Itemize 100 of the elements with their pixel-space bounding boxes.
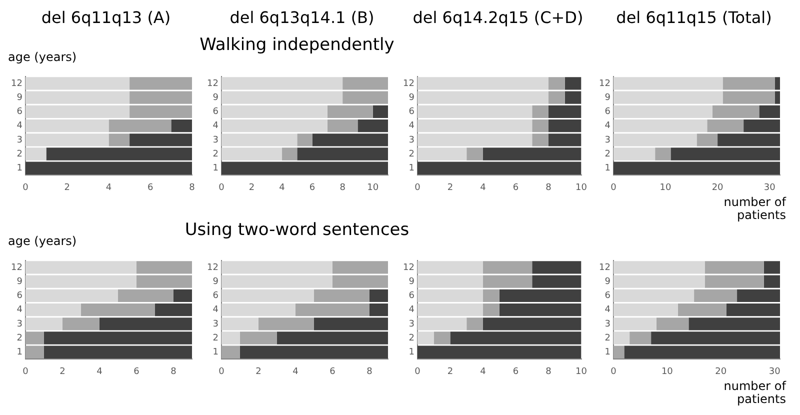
- x-tick-label: 20: [715, 366, 727, 377]
- y-tick-label: 4: [408, 305, 415, 316]
- x-tick-label: 6: [134, 366, 140, 377]
- x-tick-label: 4: [292, 366, 299, 377]
- x-tick-label: 6: [512, 182, 519, 193]
- chart-title: del 6q11q15 (Total): [615, 8, 773, 27]
- x-tick-label: 0: [218, 182, 225, 193]
- x-tick-label: 4: [96, 366, 103, 377]
- y-tick-label: 6: [604, 107, 611, 118]
- y-tick-label: 9: [16, 276, 23, 287]
- y-tick-label: 1: [16, 163, 22, 174]
- y-tick-label: 2: [212, 149, 218, 160]
- y-tick-label: 4: [16, 121, 23, 132]
- y-tick-label: 12: [599, 262, 610, 273]
- y-tick-label: 6: [16, 291, 23, 302]
- y-tick-label: 4: [212, 305, 219, 316]
- y-tick-label: 6: [212, 291, 219, 302]
- y-tick-label: 12: [207, 262, 218, 273]
- x-tick-label: 2: [447, 366, 454, 377]
- x-tick-label: 30: [764, 182, 776, 193]
- y-tick-label: 4: [16, 305, 23, 316]
- y-tick-label: 6: [16, 107, 23, 118]
- x-tick-label: 10: [576, 182, 588, 193]
- x-tick-label: 0: [22, 366, 29, 377]
- y-tick-label: 2: [16, 333, 22, 344]
- y-tick-label: 9: [212, 276, 219, 287]
- y-tick-label: 1: [212, 347, 218, 358]
- x-tick-label: 0: [414, 366, 421, 377]
- x-tick-label: 2: [447, 182, 454, 193]
- y-tick-label: 9: [604, 92, 611, 103]
- y-axis-title: age (years): [8, 50, 77, 64]
- y-tick-label: 12: [11, 78, 22, 89]
- y-tick-label: 9: [408, 276, 415, 287]
- y-axis-title: age (years): [8, 234, 77, 248]
- bar: [297, 134, 312, 146]
- y-tick-label: 12: [599, 78, 610, 89]
- x-axis-title: number of patients: [722, 195, 786, 222]
- y-tick-label: 12: [207, 78, 218, 89]
- y-tick-label: 12: [403, 262, 414, 273]
- bar: [630, 332, 652, 344]
- x-tick-label: 8: [189, 182, 196, 193]
- y-tick-label: 1: [408, 163, 414, 174]
- y-tick-label: 1: [16, 347, 22, 358]
- y-tick-label: 2: [408, 149, 414, 160]
- x-tick-label: 0: [610, 182, 617, 193]
- y-tick-label: 6: [212, 107, 219, 118]
- y-tick-label: 3: [604, 319, 610, 330]
- x-tick-label: 10: [661, 366, 674, 377]
- x-tick-label: 4: [106, 182, 112, 193]
- x-tick-label: 6: [330, 366, 336, 377]
- bar: [613, 346, 624, 358]
- y-tick-label: 6: [408, 107, 415, 118]
- y-tick-label: 12: [11, 262, 22, 273]
- x-tick-label: 0: [610, 366, 617, 377]
- bar: [434, 332, 450, 344]
- x-tick-label: 2: [248, 182, 255, 193]
- x-tick-label: 8: [546, 366, 552, 377]
- chart-subtitle: Walking independently: [198, 35, 396, 55]
- bar: [655, 148, 671, 160]
- bar: [466, 318, 483, 330]
- x-tick-label: 10: [576, 366, 588, 377]
- y-tick-label: 3: [408, 135, 414, 146]
- x-tick-label: 10: [367, 182, 379, 193]
- x-tick-label: 6: [147, 182, 154, 193]
- y-tick-label: 9: [212, 92, 219, 103]
- y-tick-label: 2: [604, 149, 610, 160]
- x-tick-label: 10: [660, 182, 672, 193]
- y-tick-label: 9: [408, 92, 415, 103]
- x-tick-label: 4: [480, 182, 486, 193]
- y-tick-label: 4: [604, 305, 611, 316]
- y-tick-label: 9: [16, 92, 23, 103]
- chart-title: del 6q11q13 (A): [40, 8, 172, 27]
- x-tick-label: 4: [279, 182, 286, 193]
- y-tick-label: 1: [408, 347, 414, 358]
- y-tick-label: 4: [212, 121, 219, 132]
- x-tick-label: 0: [22, 182, 29, 193]
- chart-subtitle: Using two-word sentences: [184, 220, 410, 240]
- bar: [221, 346, 240, 358]
- x-tick-label: 8: [340, 182, 346, 193]
- x-axis-title: number of patients: [722, 379, 786, 406]
- y-tick-label: 2: [16, 149, 22, 160]
- x-tick-label: 0: [414, 182, 421, 193]
- y-tick-label: 3: [212, 319, 218, 330]
- y-tick-label: 9: [604, 276, 611, 287]
- y-tick-label: 6: [604, 291, 611, 302]
- bar: [282, 148, 298, 160]
- x-tick-label: 4: [480, 366, 486, 377]
- y-tick-label: 12: [403, 78, 414, 89]
- y-tick-label: 2: [408, 333, 414, 344]
- y-tick-label: 3: [604, 135, 610, 146]
- x-tick-label: 30: [768, 366, 781, 377]
- chart-title: del 6q13q14.1 (B): [228, 8, 376, 27]
- x-tick-label: 6: [512, 366, 519, 377]
- x-tick-label: 8: [170, 366, 177, 377]
- y-tick-label: 2: [212, 333, 218, 344]
- y-tick-label: 1: [212, 163, 218, 174]
- y-tick-label: 3: [16, 135, 22, 146]
- x-tick-label: 8: [366, 366, 373, 377]
- bar: [466, 148, 483, 160]
- x-tick-label: 2: [256, 366, 262, 377]
